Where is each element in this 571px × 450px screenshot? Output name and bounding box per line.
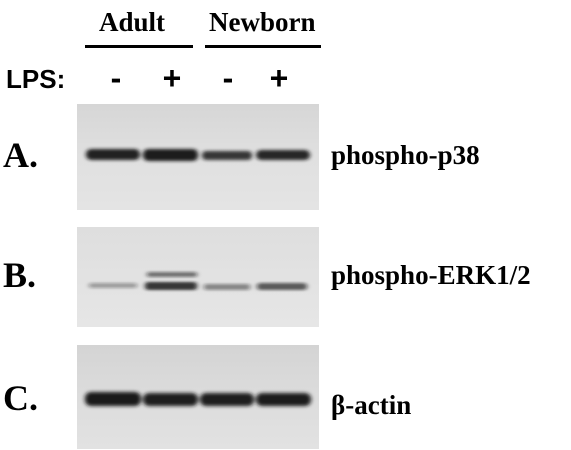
lane-4-sign: + xyxy=(269,60,289,96)
band-c-lane-4 xyxy=(256,393,311,406)
panel-b-letter: B. xyxy=(3,255,37,295)
blot-panel-b xyxy=(77,227,319,327)
band-a-lane-4 xyxy=(256,150,310,160)
band-a-lane-3 xyxy=(202,151,252,160)
band-a-lane-1 xyxy=(86,149,140,160)
band-c-lane-1 xyxy=(85,392,141,406)
lane-1-sign: - xyxy=(110,60,122,96)
blot-panel-b-image xyxy=(77,227,319,327)
panel-c-letter: C. xyxy=(3,378,38,418)
band-c-lane-3 xyxy=(200,393,254,406)
blot-panel-a-image xyxy=(77,104,319,210)
blot-panel-c-image xyxy=(77,345,319,449)
lane-3-sign: - xyxy=(222,60,234,96)
band-b-lane-2-upper xyxy=(147,272,197,277)
band-b-lane-1 xyxy=(89,283,137,288)
group-underline-adult xyxy=(85,45,193,48)
lane-2-sign: + xyxy=(162,60,182,96)
panel-a-letter: A. xyxy=(3,135,38,175)
band-b-lane-4 xyxy=(257,283,307,290)
group-label-newborn: Newborn xyxy=(209,7,316,37)
lps-label: LPS: xyxy=(6,64,66,94)
panel-b-protein-label: phospho-ERK1/2 xyxy=(331,260,531,290)
membrane-b xyxy=(77,227,319,327)
blot-panel-a xyxy=(77,104,319,210)
band-a-lane-2 xyxy=(143,149,198,161)
band-b-lane-2-lower xyxy=(145,282,197,290)
blot-panel-c xyxy=(77,345,319,449)
group-underline-newborn xyxy=(205,45,321,48)
panel-a-protein-label: phospho-p38 xyxy=(331,140,480,170)
panel-c-protein-label: β-actin xyxy=(331,390,412,420)
band-c-lane-2 xyxy=(143,393,198,406)
group-label-adult: Adult xyxy=(99,7,166,37)
band-b-lane-3 xyxy=(204,284,250,290)
